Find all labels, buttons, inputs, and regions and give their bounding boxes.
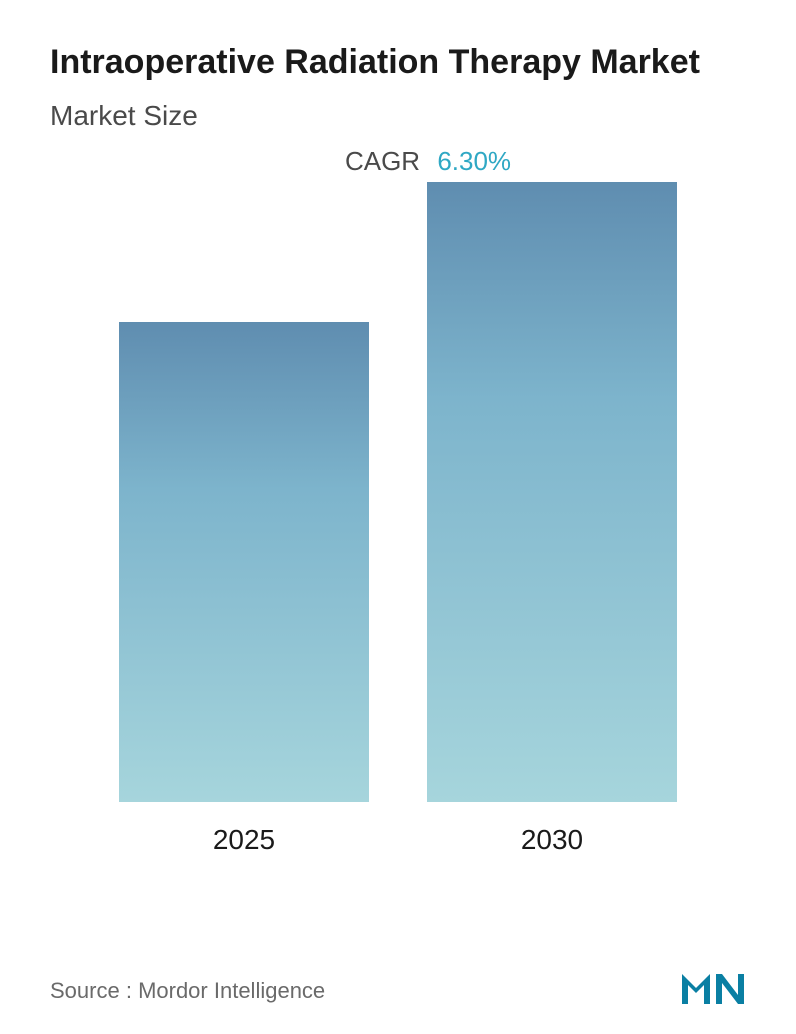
bar-chart: 2025 2030 — [50, 217, 746, 857]
source-label: Source : — [50, 978, 132, 1003]
footer: Source : Mordor Intelligence — [50, 968, 746, 1004]
source-name: Mordor Intelligence — [138, 978, 325, 1003]
bar-label-2030: 2030 — [521, 824, 583, 856]
chart-subtitle: Market Size — [50, 100, 746, 132]
bar-2025 — [119, 322, 369, 802]
chart-title: Intraoperative Radiation Therapy Market — [50, 40, 746, 84]
cagr-row: CAGR 6.30% — [110, 146, 746, 177]
mn-logo-icon — [682, 968, 746, 1004]
cagr-value: 6.30% — [437, 146, 511, 176]
bar-wrapper-2030: 2030 — [422, 182, 682, 856]
bar-label-2025: 2025 — [213, 824, 275, 856]
cagr-label: CAGR — [345, 146, 420, 176]
bar-2030 — [427, 182, 677, 802]
bar-wrapper-2025: 2025 — [114, 322, 374, 856]
source-text: Source : Mordor Intelligence — [50, 978, 325, 1004]
